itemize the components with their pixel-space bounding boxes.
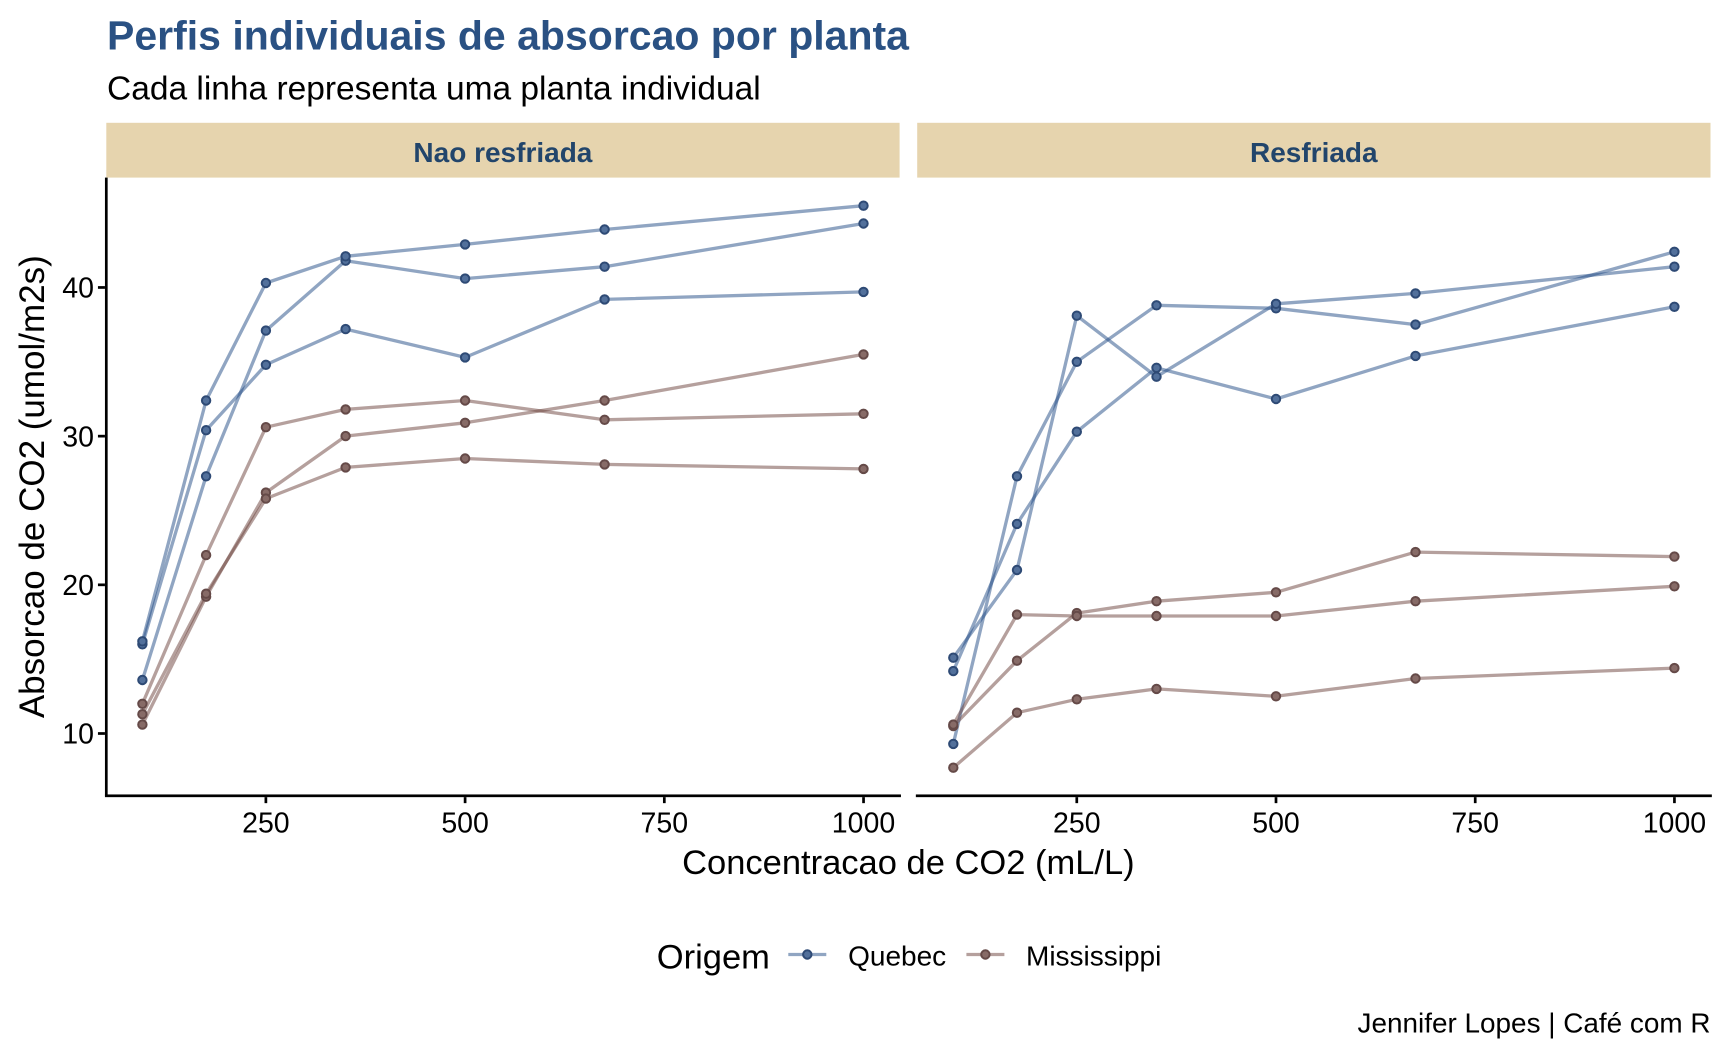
svg-text:1000: 1000 xyxy=(1643,808,1706,840)
svg-text:1000: 1000 xyxy=(832,808,895,840)
svg-text:750: 750 xyxy=(1451,808,1499,840)
svg-text:Mississippi: Mississippi xyxy=(1026,941,1161,972)
svg-text:Resfriada: Resfriada xyxy=(1250,137,1378,168)
svg-text:Nao resfriada: Nao resfriada xyxy=(413,137,592,168)
svg-text:Concentracao de CO2 (mL/L): Concentracao de CO2 (mL/L) xyxy=(682,844,1135,882)
svg-text:Jennifer Lopes | Café com R: Jennifer Lopes | Café com R xyxy=(1358,1007,1711,1038)
svg-text:30: 30 xyxy=(62,421,94,453)
svg-text:40: 40 xyxy=(62,273,94,305)
svg-text:Absorcao de CO2 (umol/m2s): Absorcao de CO2 (umol/m2s) xyxy=(13,255,52,718)
svg-text:250: 250 xyxy=(242,808,290,840)
svg-text:750: 750 xyxy=(641,808,689,840)
svg-text:Perfis individuais de absorcao: Perfis individuais de absorcao por plant… xyxy=(107,13,910,59)
svg-text:Quebec: Quebec xyxy=(848,941,946,972)
svg-text:500: 500 xyxy=(1252,808,1300,840)
svg-text:10: 10 xyxy=(62,719,94,751)
svg-text:500: 500 xyxy=(441,808,489,840)
svg-text:Cada linha representa uma plan: Cada linha representa uma planta individ… xyxy=(107,71,761,108)
svg-text:250: 250 xyxy=(1053,808,1101,840)
svg-text:20: 20 xyxy=(62,570,94,602)
svg-text:Origem: Origem xyxy=(657,939,770,977)
